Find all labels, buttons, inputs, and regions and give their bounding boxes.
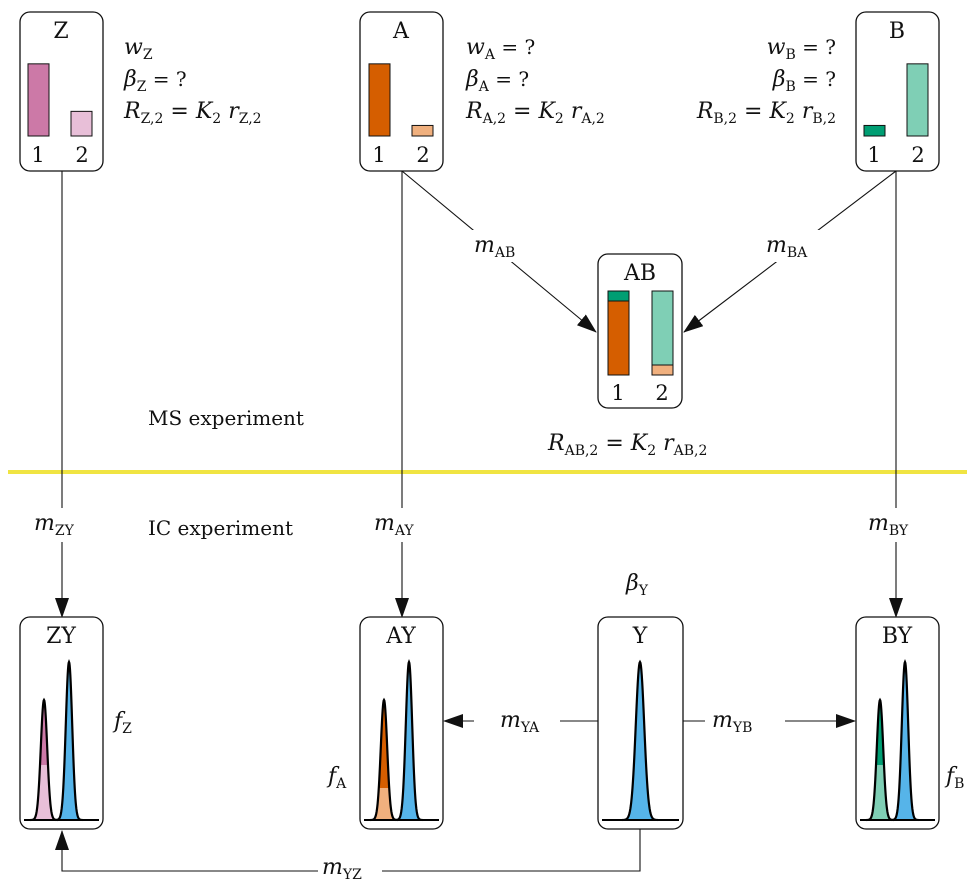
bar-z-2 [70,110,93,137]
bar-b-2 [906,63,929,137]
chart-marks [24,63,935,822]
bar-label-a-1: 1 [372,143,385,167]
edge-label-m-ba: mBA [766,233,808,261]
peak-y-1-fill [622,662,658,820]
edge-label-bg-ba [762,230,822,262]
bar-ab-1-top [607,290,630,302]
fraction-f-b: fB [944,764,964,792]
section-label-ic: IC experiment [148,516,293,540]
peak-ay-1-fill-upper [378,700,390,788]
node-title-ab: AB [623,261,656,286]
fraction-f-a: fA [326,764,347,792]
edge-label-m-ab: mAB [474,233,515,261]
bar-b-1 [863,124,886,137]
param-beta-z: βZ = ? [123,67,187,95]
param-beta-y: βY [625,571,649,599]
node-title-y: Y [632,624,648,649]
peak-by-2-fill [891,662,919,820]
param-w-a: wA = ? [466,35,535,63]
edge-label-bg-zy [30,508,96,542]
bar-label-a-2: 2 [416,143,429,167]
section-label-ms: MS experiment [148,406,304,430]
node-title-b: B [889,19,905,44]
edge-label-m-by: mBY [868,511,909,539]
bar-label-z-2: 2 [75,143,88,167]
param-w-z: wZ [124,35,153,63]
bar-a-2 [411,124,434,137]
peak-zy-2-fill [55,662,83,820]
node-title-a: A [392,19,410,44]
edge-label-bg-ab [470,230,530,262]
peak-by-1-fill-upper [876,700,884,765]
bar-ab-2-top [651,290,674,366]
bar-z-1 [27,63,50,137]
node-title-by: BY [882,624,913,649]
peak-by-2-outline [891,658,919,822]
bar-label-b-1: 1 [867,143,880,167]
param-r-ab: RAB,2 = K2 rAB,2 [547,431,707,459]
peak-by-1-outline [866,697,894,822]
edge-label-bg-by [864,508,928,542]
param-r-z: RZ,2 = K2 rZ,2 [123,99,262,127]
node-title-zy: ZY [46,624,76,649]
param-r-b: RB,2 = K2 rB,2 [696,99,836,127]
node-title-z: Z [53,19,68,44]
bar-ab-1-bottom [607,300,630,376]
param-w-b: wB = ? [767,35,836,63]
peak-ay-1-outline [370,697,398,822]
peak-zy-1-outline [30,697,58,822]
peak-y-1-outline [622,659,658,822]
peak-zy-2-outline [55,658,83,822]
node-title-ay: AY [385,624,416,649]
edge-label-m-ay: mAY [374,511,414,539]
fraction-f-z: fZ [112,709,132,737]
bar-label-ab-2: 2 [655,381,668,405]
peak-ay-2-fill [395,662,423,820]
param-beta-b: βB = ? [772,67,836,95]
bar-label-ab-1: 1 [611,381,624,405]
edge-label-bg-ay [370,508,434,542]
edge-label-bg-yz [318,856,382,879]
bar-label-z-1: 1 [31,143,44,167]
param-r-a: RA,2 = K2 rA,2 [465,99,605,127]
edge-label-bg-ya [474,705,560,739]
bar-label-b-2: 2 [911,143,924,167]
edge-label-m-zy: mZY [34,511,75,539]
param-beta-a: βA = ? [465,67,529,95]
peak-ay-2-outline [395,658,423,822]
bar-ab-2-bottom [651,364,674,376]
edge-label-bg-yb [705,705,785,739]
edge-label-m-ya: mYA [500,708,540,736]
edge-label-m-yb: mYB [712,708,752,736]
peak-zy-1-fill-upper [40,700,48,765]
bar-a-1 [368,63,391,137]
